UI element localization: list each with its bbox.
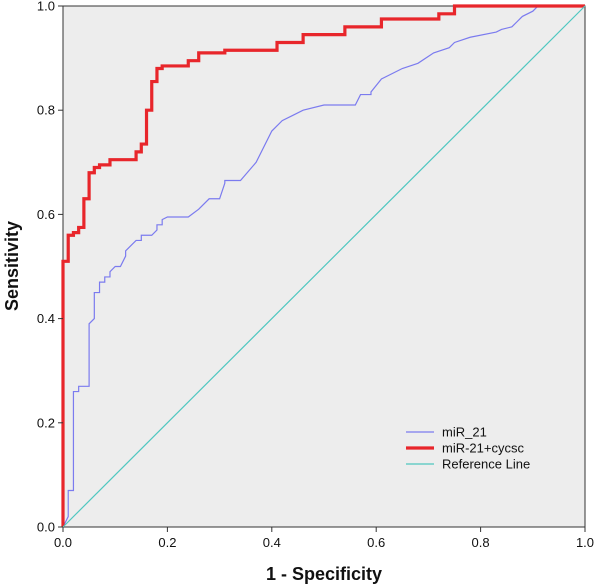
x-tick-label: 0.6 (367, 535, 385, 550)
y-tick-label: 0.6 (37, 207, 55, 222)
y-tick-label: 0.8 (37, 103, 55, 118)
series-layer (61, 4, 586, 528)
y-tick-label: 1.0 (37, 0, 55, 14)
y-tick-label: 0.0 (37, 520, 55, 535)
y-tick-label: 0.4 (37, 311, 55, 326)
x-tick-label: 0.0 (54, 535, 72, 550)
y-tick-label: 0.2 (37, 415, 55, 430)
x-axis-title: 1 - Specificity (266, 564, 382, 584)
x-axis: 0.0 0.2 0.4 0.6 0.8 1.0 (54, 527, 594, 550)
y-axis: 0.0 0.2 0.4 0.6 0.8 1.0 (37, 0, 63, 535)
x-tick-label: 0.2 (158, 535, 176, 550)
legend-label-mir-21: miR_21 (442, 425, 487, 440)
y-axis-title: Sensitivity (2, 221, 22, 311)
legend-label-reference-line: Reference Line (442, 457, 530, 472)
series-line-mir-21-cycsc (61, 4, 585, 527)
x-tick-label: 0.4 (263, 535, 281, 550)
x-tick-label: 1.0 (576, 535, 594, 550)
series-line-mir-21 (62, 5, 585, 528)
legend-label-mir-21-cycsc: miR-21+cycsc (442, 441, 524, 456)
x-tick-label: 0.8 (472, 535, 490, 550)
series-line-reference-line (62, 5, 586, 528)
